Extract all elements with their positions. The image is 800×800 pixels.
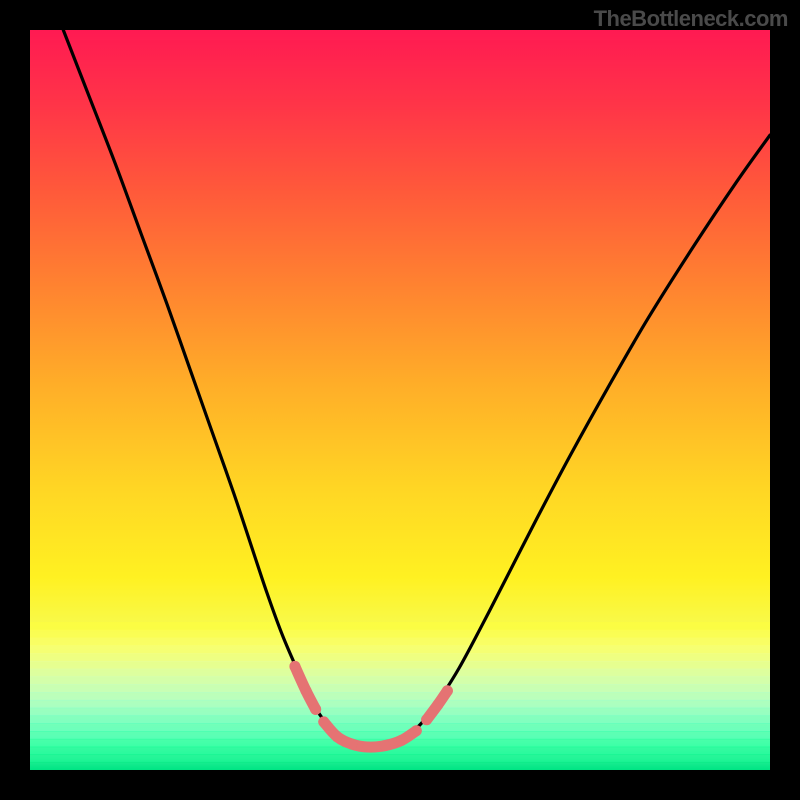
curve-marker-dot <box>421 714 432 725</box>
curve-marker-dot <box>318 716 329 727</box>
curve-marker-dot <box>411 725 422 736</box>
curve-marker-dot <box>442 685 453 696</box>
curve-marker-dot <box>432 699 443 710</box>
curve-marker-dot <box>380 740 391 751</box>
curve-marker-dot <box>332 731 343 742</box>
curve-marker-dot <box>363 742 374 753</box>
bottom-stripes <box>30 622 770 770</box>
chart-container: TheBottleneck.com <box>0 0 800 800</box>
curve-marker-dot <box>396 735 407 746</box>
bottleneck-curve-chart <box>30 30 770 770</box>
curve-marker-dot <box>310 704 321 715</box>
curve-marker-dot <box>301 685 312 696</box>
curve-marker-dot <box>346 739 357 750</box>
curve-marker-dot <box>289 661 300 672</box>
watermark-text: TheBottleneck.com <box>594 6 788 32</box>
